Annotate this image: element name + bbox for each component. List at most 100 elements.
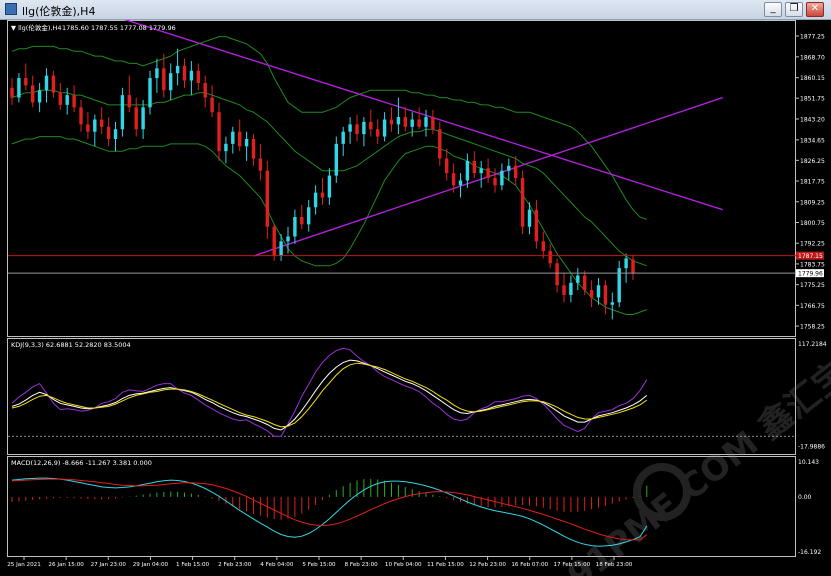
bollinger-lower-line: [11, 136, 647, 315]
candle-body: [403, 117, 407, 127]
candle-body: [465, 160, 470, 181]
price-tick-label: 1877.25: [800, 34, 825, 41]
candle-body: [327, 175, 332, 198]
candle-body: [65, 95, 69, 105]
candle-body: [182, 65, 187, 81]
candle-body: [376, 129, 380, 137]
candle-body: [527, 209, 532, 227]
candle-body: [189, 70, 194, 81]
candle-body: [148, 78, 152, 108]
candle-body: [127, 95, 131, 108]
time-tick-label: 1 Feb 15:00: [176, 562, 210, 568]
price-tick-label: 1860.15: [800, 75, 825, 82]
candle-body: [541, 241, 545, 252]
price-tick-label: 1826.25: [800, 158, 825, 165]
time-tick-label: 25 Jan 2021: [7, 562, 41, 568]
time-axis: 25 Jan 2021 26 Jan 15:00 27 Jan 23:00 29 Ja…: [7, 557, 633, 568]
price-tick-label: 1766.75: [800, 303, 825, 310]
candle-body: [31, 85, 35, 103]
macd-indicator: 10.143 0.00 -16.192: [11, 459, 821, 556]
candle-body: [355, 124, 359, 135]
macd-signal-line: [11, 478, 648, 541]
time-tick-label: 26 Jan 15:00: [48, 562, 84, 568]
close-button[interactable]: ✕: [806, 2, 824, 17]
candle-body: [93, 119, 97, 132]
candle-body: [589, 290, 594, 298]
candle-body: [58, 92, 62, 105]
kdj-label: KDJ(9,3,3) 62.6881 52.2820 83.5004: [11, 341, 131, 349]
candle-body: [424, 117, 428, 127]
candle-body: [507, 165, 511, 171]
candle-body: [272, 226, 276, 256]
candle-body: [224, 143, 228, 152]
candle-body: [369, 121, 373, 130]
candle-body: [141, 107, 145, 130]
time-tick-label: 12 Feb 23:00: [469, 562, 506, 568]
price-tick-label: 1775.25: [800, 282, 825, 289]
price-tick-label: 1809.25: [800, 199, 825, 206]
kdj-indicator: 117.2184 -17.9886: [8, 341, 827, 450]
restore-button[interactable]: ❐: [785, 2, 803, 17]
candle-body: [438, 129, 442, 159]
time-tick-label: 11 Feb 15:00: [427, 562, 464, 568]
candle-body: [631, 259, 635, 274]
price-tick-label: 1868.70: [800, 54, 825, 61]
time-tick-label: 27 Jan 23:00: [91, 562, 127, 568]
price-tick-label: 1792.25: [800, 241, 825, 248]
price-tick-label: 1800.75: [800, 220, 825, 227]
kdj-d-line: [11, 362, 648, 428]
watermark-logo-icon: [633, 463, 691, 521]
candle-body: [514, 165, 518, 178]
candle-body: [37, 90, 42, 103]
candle-body: [313, 192, 318, 208]
candle-body: [486, 168, 490, 178]
time-tick-label: 16 Feb 07:00: [511, 562, 548, 568]
candle-body: [258, 158, 263, 171]
ohlc-label: 1785.60 1787.55 1777.08 1779.96: [62, 24, 176, 32]
candle-body: [451, 173, 456, 186]
macd-label: MACD(12,26,9) -8.666 -11.267 3.381 0.000: [11, 459, 152, 467]
candle-body: [265, 170, 269, 227]
kdj-min-label: -17.9886: [798, 443, 825, 450]
price-lines: 1787.15 1779.96: [8, 251, 824, 278]
candle-body: [196, 70, 200, 83]
candle-body: [24, 78, 28, 86]
chart-canvas[interactable]: 91PME.COM 鑫汇宝贵金属 1877.251868.701860.1518…: [0, 20, 831, 576]
candle-body: [596, 285, 601, 298]
candle-body: [244, 139, 249, 147]
candle-body: [610, 302, 614, 305]
current-price-marker: 1779.96: [798, 271, 823, 278]
price-tick-label: 1834.65: [800, 137, 825, 144]
candle-body: [520, 178, 525, 227]
candle-body: [458, 180, 463, 186]
candle-body: [238, 131, 242, 147]
candle-body: [603, 285, 608, 305]
candle-body: [72, 95, 76, 108]
bollinger-upper-line: [11, 36, 647, 220]
candle-body: [307, 207, 311, 225]
candle-body: [334, 143, 338, 176]
price-axis: 1877.25 1868.70 1860.15 1851.75 1843.20 1834.…: [796, 34, 825, 331]
candle-body: [417, 119, 421, 127]
candle-body: [217, 112, 221, 152]
candle-body: [100, 119, 104, 127]
symbol-label: ▼ llg(伦敦金),H4: [11, 23, 61, 32]
kdj-max-label: 117.2184: [798, 341, 827, 348]
window-title: llg(伦敦金),H4: [22, 5, 96, 18]
candle-body: [231, 131, 235, 144]
candlesticks: [10, 48, 635, 320]
time-tick-label: 18 Feb 23:00: [596, 562, 633, 568]
time-tick-label: 2 Feb 23:00: [218, 562, 252, 568]
candle-body: [175, 65, 180, 74]
time-tick-label: 10 Feb 04:00: [385, 562, 422, 568]
time-tick-label: 29 Jan 04:00: [133, 562, 169, 568]
time-tick-label: 4 Feb 04:00: [260, 562, 294, 568]
chart-window-icon: [5, 3, 17, 15]
macd-min-label: -16.192: [798, 549, 821, 556]
candle-body: [210, 97, 214, 113]
candle-body: [44, 75, 49, 91]
minimize-button[interactable]: _: [764, 2, 782, 17]
candle-body: [445, 158, 449, 174]
candle-body: [300, 217, 304, 225]
trendline-1: [123, 20, 723, 211]
